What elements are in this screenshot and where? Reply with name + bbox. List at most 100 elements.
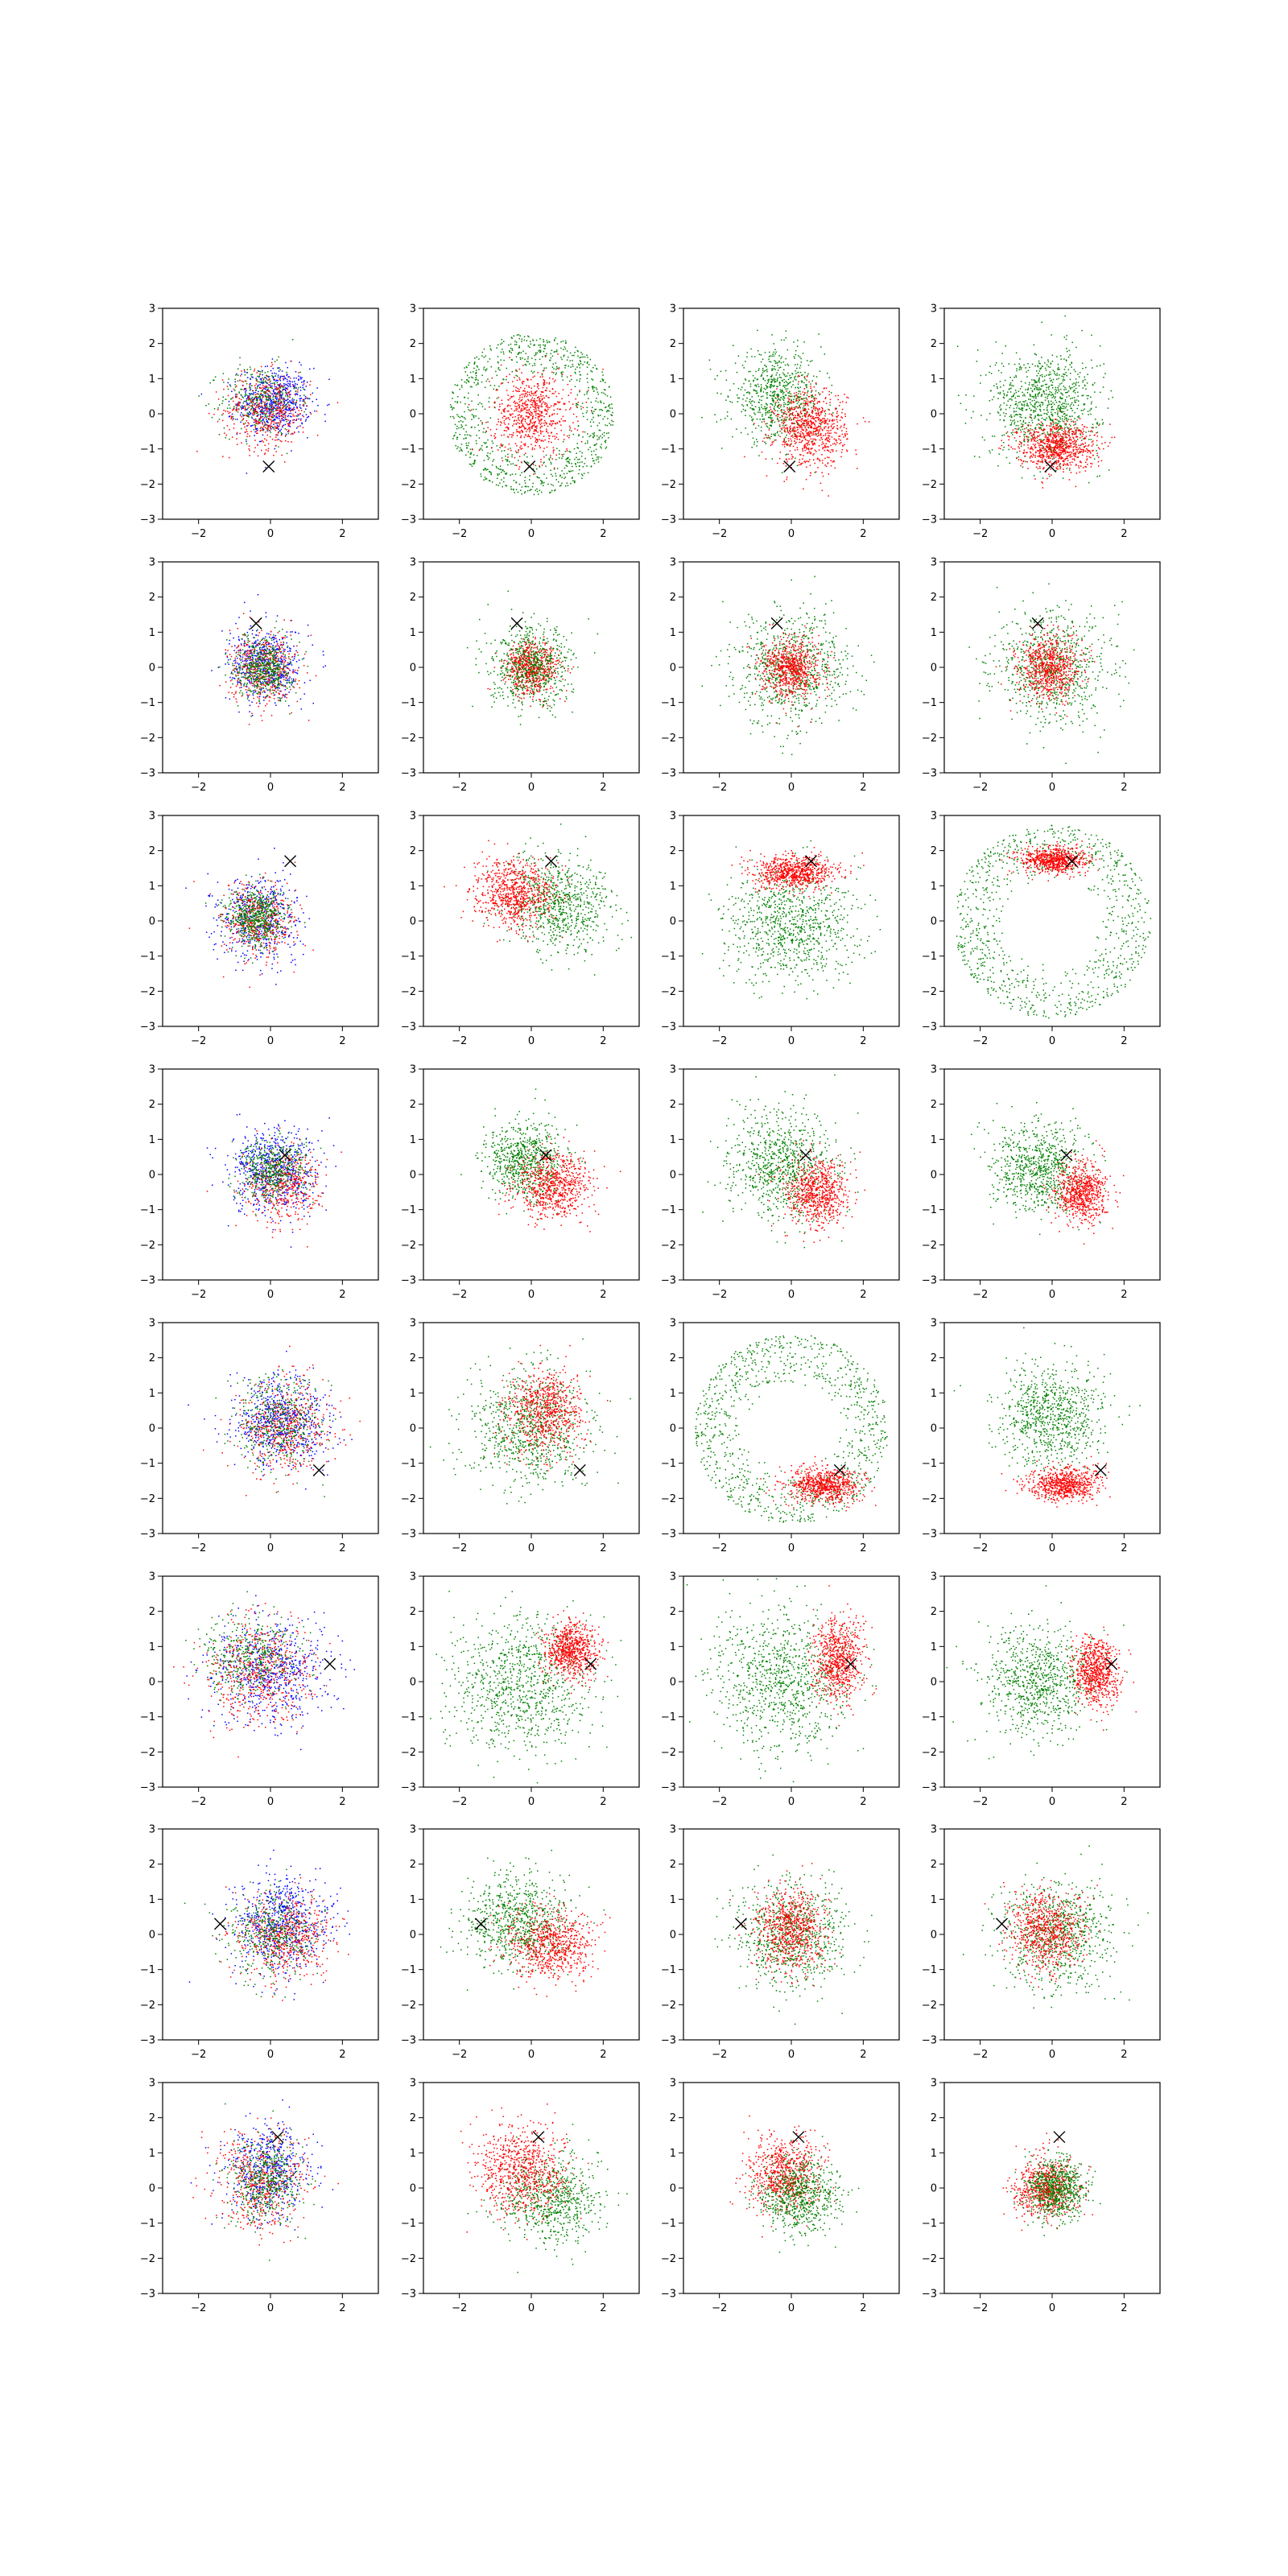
data-point <box>559 453 560 455</box>
data-point <box>524 419 526 420</box>
data-point <box>605 382 606 383</box>
data-point <box>501 450 503 452</box>
data-point <box>758 408 761 410</box>
data-point <box>1034 393 1037 395</box>
data-point <box>449 404 452 406</box>
data-point <box>456 427 458 430</box>
data-point <box>1086 394 1088 397</box>
data-point <box>458 421 460 423</box>
data-point <box>753 408 754 410</box>
data-point <box>527 416 529 418</box>
data-point <box>496 347 497 349</box>
data-point <box>836 425 838 427</box>
data-point <box>549 359 551 361</box>
data-point <box>551 436 554 437</box>
data-point <box>1050 362 1051 364</box>
data-point <box>502 417 504 419</box>
data-point <box>847 397 849 398</box>
data-point <box>237 403 238 405</box>
data-point <box>501 435 502 436</box>
data-point <box>256 393 258 395</box>
data-point <box>280 404 282 407</box>
data-point <box>254 411 256 412</box>
data-point <box>789 444 791 446</box>
data-point <box>1071 402 1073 404</box>
data-point <box>594 365 596 366</box>
data-point <box>837 428 839 430</box>
data-point <box>266 408 267 411</box>
data-point <box>541 422 543 424</box>
data-point <box>245 400 246 402</box>
data-point <box>490 435 492 436</box>
data-point <box>568 401 570 402</box>
data-point <box>246 409 247 411</box>
data-point <box>504 407 506 410</box>
data-point <box>275 402 277 404</box>
data-point <box>812 418 814 419</box>
data-point <box>517 375 518 378</box>
data-point <box>810 426 811 428</box>
data-point <box>1024 440 1026 443</box>
data-point <box>756 378 758 381</box>
data-point <box>237 411 239 413</box>
data-point <box>276 382 278 383</box>
data-point <box>501 457 503 459</box>
data-point <box>295 387 297 389</box>
data-point <box>835 408 836 411</box>
data-point <box>550 455 551 456</box>
data-point <box>516 379 518 382</box>
data-point <box>503 422 506 423</box>
data-point <box>537 439 539 440</box>
y-tick-label: −2 <box>401 479 416 491</box>
data-point <box>252 410 254 411</box>
data-point <box>235 395 237 397</box>
data-point <box>208 403 209 405</box>
data-point <box>857 423 858 425</box>
data-point <box>547 435 550 436</box>
data-point <box>259 399 261 401</box>
data-point <box>278 439 279 440</box>
data-point <box>758 395 759 397</box>
data-point <box>530 407 531 408</box>
data-point <box>809 401 811 402</box>
data-point <box>274 379 275 382</box>
data-point <box>493 406 496 408</box>
data-point <box>287 404 290 406</box>
data-point <box>291 401 292 403</box>
data-point <box>807 374 808 377</box>
data-point <box>460 444 463 445</box>
data-point <box>762 368 764 369</box>
data-point <box>295 399 298 402</box>
data-point <box>593 462 596 464</box>
data-point <box>302 415 303 416</box>
data-point <box>1085 431 1087 433</box>
data-point <box>260 440 262 443</box>
data-point <box>276 397 279 399</box>
data-point <box>589 446 591 448</box>
data-point <box>805 398 807 399</box>
data-point <box>821 489 824 492</box>
data-point <box>523 381 525 382</box>
data-point <box>262 418 264 420</box>
data-point <box>556 349 558 351</box>
data-point <box>229 456 230 459</box>
data-point <box>258 384 259 386</box>
data-point <box>282 392 283 394</box>
data-point <box>807 440 808 441</box>
data-point <box>1088 431 1090 432</box>
data-point <box>751 431 753 433</box>
data-point <box>777 396 778 398</box>
data-point <box>819 401 820 403</box>
data-point <box>805 384 807 386</box>
data-point <box>603 392 605 394</box>
data-point <box>473 408 474 411</box>
data-point <box>520 416 522 419</box>
data-point <box>1003 394 1005 396</box>
data-point <box>984 439 985 441</box>
data-point <box>793 416 795 419</box>
data-point <box>503 409 506 411</box>
data-point <box>283 416 284 418</box>
data-point <box>798 381 799 382</box>
data-point <box>1051 361 1054 362</box>
data-point <box>811 412 813 415</box>
